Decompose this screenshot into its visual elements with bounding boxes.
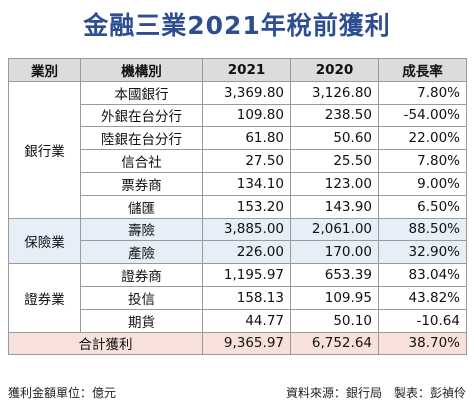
- header-sector: 業別: [8, 58, 81, 82]
- institution-cell: 本國銀行: [80, 80, 203, 105]
- institution-cell: 陸銀在台分行: [80, 126, 203, 151]
- value-2020-cell: 25.50: [290, 149, 379, 173]
- profit-table-container: 業別 機構別 2021 2020 成長率 銀行業 本國銀行 3,369.80 3…: [8, 58, 467, 356]
- table-row: 保險業 壽險 3,885.00 2,061.00 88.50%: [8, 217, 467, 265]
- institution-cell: 信合社: [80, 149, 203, 173]
- header-institution: 機構別: [80, 58, 203, 82]
- value-2020-cell: 109.95: [290, 285, 379, 310]
- value-2021-cell: 134.10: [202, 171, 291, 196]
- value-2020-cell: 2,061.00: [290, 217, 379, 242]
- table-row: 儲匯 153.20 143.90 6.50%: [8, 194, 467, 219]
- value-2021-cell: 158.13: [202, 285, 291, 310]
- value-2020-cell: 50.10: [290, 308, 379, 333]
- value-2021-cell: 27.50: [202, 149, 291, 173]
- growth-cell: -54.00%: [378, 103, 467, 128]
- value-2021-cell: 1,195.97: [202, 263, 291, 287]
- page-title: 金融三業2021年稅前獲利: [83, 11, 391, 40]
- table-row: 證券業 證券商 1,195.97 653.39 83.04%: [8, 263, 467, 333]
- institution-cell: 外銀在台分行: [80, 103, 203, 128]
- growth-cell: 83.04%: [378, 263, 467, 287]
- institution-cell: 投信: [80, 285, 203, 310]
- total-2020-cell: 6,752.64: [290, 331, 379, 356]
- value-2020-cell: 50.60: [290, 126, 379, 151]
- value-2021-cell: 226.00: [202, 240, 291, 265]
- value-2020-cell: 170.00: [290, 240, 379, 265]
- growth-cell: 7.80%: [378, 80, 467, 105]
- total-label: 合計獲利: [8, 331, 203, 356]
- growth-cell: 22.00%: [378, 126, 467, 151]
- group-label-insurance: 保險業: [8, 217, 81, 265]
- growth-cell: 7.80%: [378, 149, 467, 173]
- value-2021-cell: 3,369.80: [202, 80, 291, 105]
- unit-note: 獲利金額單位：億元: [8, 386, 117, 400]
- growth-cell: -10.64: [378, 308, 467, 333]
- table-row: 票券商 134.10 123.00 9.00%: [8, 171, 467, 196]
- table-row: 信合社 27.50 25.50 7.80%: [8, 149, 467, 173]
- group-label-securities: 證券業: [8, 263, 81, 333]
- institution-cell: 儲匯: [80, 194, 203, 219]
- value-2020-cell: 3,126.80: [290, 80, 379, 105]
- value-2020-cell: 238.50: [290, 103, 379, 128]
- table-row: 期貨 44.77 50.10 -10.64: [8, 308, 467, 333]
- table-row: 銀行業 本國銀行 3,369.80 3,126.80 7.80%: [8, 80, 467, 219]
- institution-cell: 期貨: [80, 308, 203, 333]
- institution-cell: 壽險: [80, 217, 203, 242]
- growth-cell: 9.00%: [378, 171, 467, 196]
- source-note: 資料來源：銀行局 製表：彭禎伶: [285, 386, 466, 400]
- institution-cell: 證券商: [80, 263, 203, 287]
- growth-cell: 43.82%: [378, 285, 467, 310]
- total-2021-cell: 9,365.97: [202, 331, 291, 356]
- group-label-banking: 銀行業: [8, 80, 81, 219]
- value-2021-cell: 109.80: [202, 103, 291, 128]
- value-2020-cell: 143.90: [290, 194, 379, 219]
- header-growth: 成長率: [378, 58, 467, 82]
- value-2020-cell: 653.39: [290, 263, 379, 287]
- table-row: 產險 226.00 170.00 32.90%: [8, 240, 467, 265]
- total-row: 合計獲利 9,365.97 6,752.64 38.70%: [8, 331, 467, 356]
- header-2021: 2021: [202, 58, 291, 82]
- value-2021-cell: 61.80: [202, 126, 291, 151]
- institution-cell: 票券商: [80, 171, 203, 196]
- value-2020-cell: 123.00: [290, 171, 379, 196]
- value-2021-cell: 3,885.00: [202, 217, 291, 242]
- table-header-row: 業別 機構別 2021 2020 成長率: [8, 58, 467, 82]
- profit-table: 業別 機構別 2021 2020 成長率 銀行業 本國銀行 3,369.80 3…: [8, 58, 467, 356]
- header-2020: 2020: [290, 58, 379, 82]
- institution-cell: 產險: [80, 240, 203, 265]
- growth-cell: 32.90%: [378, 240, 467, 265]
- total-growth-cell: 38.70%: [378, 331, 467, 356]
- value-2021-cell: 153.20: [202, 194, 291, 219]
- value-2021-cell: 44.77: [202, 308, 291, 333]
- table-row: 外銀在台分行 109.80 238.50 -54.00%: [8, 103, 467, 128]
- growth-cell: 88.50%: [378, 217, 467, 242]
- growth-cell: 6.50%: [378, 194, 467, 219]
